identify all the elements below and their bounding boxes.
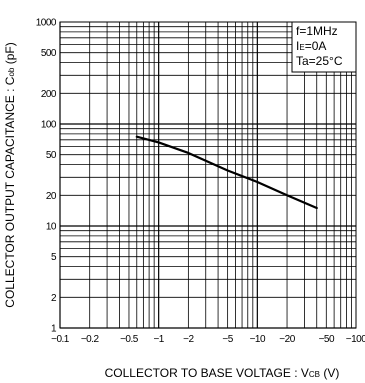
x-tick-label: −0.5: [120, 334, 139, 345]
y-tick-label: 1000: [36, 18, 57, 29]
legend-box: [291, 21, 357, 73]
legend-frequency: f=1MHz: [296, 24, 338, 38]
legend-ambient-temperature: Ta=25°C: [296, 54, 343, 68]
y-tick-label: 200: [41, 89, 57, 100]
y-tick-label: 5: [51, 252, 57, 263]
y-tick-label: 1: [51, 324, 57, 335]
series-layer: [135, 135, 318, 210]
x-tick-label: −10: [250, 334, 266, 345]
x-tick-label: −0.1: [51, 334, 70, 345]
x-tick-label: −5: [222, 334, 233, 345]
legend-emitter-current: IE=0A: [296, 39, 326, 53]
capacitance-curve: [135, 135, 318, 210]
y-tick-label: 2: [51, 293, 57, 304]
y-tick-label: 100: [41, 120, 57, 131]
x-tick-label: −50: [319, 334, 335, 345]
y-tick-labels: 1 2 5 10 20 50 100 200 500 1000: [36, 18, 58, 335]
x-tick-label: −0.2: [81, 334, 100, 345]
y-tick-label: 50: [46, 150, 57, 161]
x-tick-label: −20: [279, 334, 295, 345]
y-tick-label: 20: [46, 191, 57, 202]
x-tick-label: −100: [346, 334, 365, 345]
x-tick-label: −1: [153, 334, 164, 345]
x-tick-label: −2: [183, 334, 194, 345]
y-axis-label: COLLECTOR OUTPUT CAPACITANCE : Cob (pF): [3, 42, 17, 307]
x-tick-labels: −0.1 −0.2 −0.5 −1 −2 −5 −10 −20 −50 −100: [51, 334, 365, 345]
plot-frame: [59, 21, 357, 329]
x-axis-label: COLLECTOR TO BASE VOLTAGE : VCB (V): [105, 366, 340, 380]
y-tick-label: 10: [46, 222, 57, 233]
y-tick-label: 500: [41, 48, 57, 59]
